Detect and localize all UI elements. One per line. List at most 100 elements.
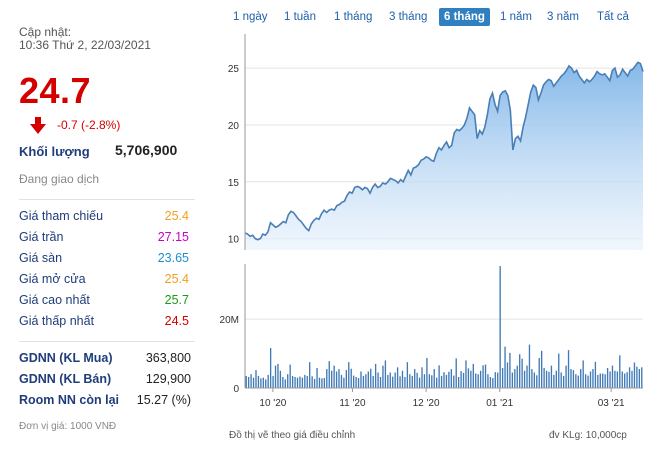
tab-1-week[interactable]: 1 tuần	[284, 11, 316, 23]
tab-3-years[interactable]: 3 năm	[547, 11, 579, 23]
volume-bar	[536, 375, 538, 388]
volume-bar	[423, 374, 426, 388]
volume-bar	[333, 365, 335, 388]
tab-1-year[interactable]: 1 năm	[500, 11, 532, 23]
foreign-row-value: 129,900	[145, 372, 191, 386]
volume-bar	[631, 370, 633, 388]
update-time: 10:36 Thứ 2, 22/03/2021	[19, 38, 151, 52]
volume-bar	[291, 375, 294, 388]
volume-bar	[257, 375, 260, 388]
volume-bar	[372, 375, 374, 388]
tab-1-day[interactable]: 1 ngày	[233, 11, 268, 23]
trading-status: Đang giao dịch	[19, 172, 100, 186]
price-row-open: Giá mở cửa 25.4	[19, 272, 195, 292]
volume-bar	[492, 378, 494, 388]
tab-6-months[interactable]: 6 tháng	[439, 8, 490, 26]
volume-bar	[572, 370, 575, 388]
volume-bar	[443, 372, 445, 388]
price-change: -0.7 (-2.8%)	[57, 118, 121, 132]
volume-bar	[269, 348, 272, 388]
volume-bar	[296, 377, 299, 388]
volume-bar	[313, 379, 316, 388]
volume-bar	[489, 376, 492, 388]
volume-bar	[340, 374, 343, 388]
price-area-fill	[245, 62, 643, 250]
volume-bar	[487, 374, 489, 388]
price-row-value: 25.4	[164, 272, 189, 286]
price-row-ceiling: Giá trần 27.15	[19, 230, 195, 250]
volume-bar	[426, 358, 428, 388]
price-row-label: Giá thấp nhất	[19, 314, 95, 328]
volume-bar	[414, 369, 416, 388]
volume-bar	[465, 360, 467, 388]
volume-bar	[350, 368, 352, 388]
tab-all[interactable]: Tất cả	[597, 11, 629, 23]
volume-bar	[409, 374, 411, 388]
volume-bar	[377, 372, 379, 388]
volume-bar	[311, 376, 313, 388]
volume-bar	[260, 378, 262, 388]
volume-bar	[548, 371, 550, 388]
price-tick-label: 25	[228, 64, 240, 75]
volume-bar	[604, 374, 606, 388]
x-tick-label: 10 '20	[259, 398, 286, 409]
price-row-label: Giá sàn	[19, 251, 63, 265]
volume-bar	[326, 369, 328, 388]
volume-bar	[611, 365, 614, 388]
volume-bar	[543, 368, 545, 388]
volume-bar	[638, 369, 641, 388]
price-row-low: Giá thấp nhất 24.5	[19, 314, 195, 334]
volume-bar	[394, 372, 396, 388]
volume-bar	[528, 344, 531, 388]
volume-bar	[365, 374, 367, 388]
volume-bar	[360, 371, 362, 388]
volume-bar	[460, 371, 462, 388]
volume-bar	[511, 372, 514, 388]
volume-bar	[641, 367, 643, 388]
volume-bar	[582, 360, 584, 388]
volume-bar	[323, 378, 326, 388]
volume-bar	[545, 370, 548, 388]
volume-bar	[457, 376, 460, 388]
volume-tick-label: 20M	[220, 315, 239, 326]
volume-bar	[597, 374, 599, 388]
volume-bar	[406, 362, 409, 388]
stock-chart: 10 15 20 25 0 20M 10 '20 11 '20 12 '20 01 '21 03…	[220, 34, 644, 409]
volume-bar	[379, 376, 382, 388]
foreign-sell-row: GDNN (KL Bán) 129,900	[19, 372, 195, 392]
volume-bar	[636, 366, 638, 388]
volume-bar	[387, 374, 389, 388]
volume-bar	[550, 365, 553, 388]
price-row-label: Giá trần	[19, 230, 64, 244]
volume-bar	[602, 373, 604, 388]
price-y-axis: 10 15 20 25	[228, 34, 246, 250]
volume-bar	[484, 364, 487, 388]
unit-note: Đơn vị giá: 1000 VNĐ	[19, 421, 117, 432]
tab-1-month[interactable]: 1 tháng	[334, 11, 373, 23]
price-row-floor: Giá sàn 23.65	[19, 251, 195, 271]
volume-bar	[477, 374, 479, 388]
volume-bar	[355, 376, 357, 388]
x-axis: 10 '20 11 '20 12 '20 01 '21 03 '21	[259, 388, 625, 409]
volume-bar	[316, 368, 318, 388]
price-down-arrow-icon	[30, 117, 46, 134]
volume-bars	[245, 266, 643, 388]
volume-bar	[440, 375, 443, 388]
volume-bar	[626, 372, 628, 388]
volume-bar	[455, 358, 457, 388]
volume-bar	[252, 377, 255, 388]
volume-label: Khối lượng	[19, 144, 90, 159]
volume-bar	[306, 375, 308, 388]
price-row-reference: Giá tham chiếu 25.4	[19, 209, 195, 229]
volume-bar	[575, 374, 577, 388]
tab-3-months[interactable]: 3 tháng	[389, 11, 428, 23]
volume-bar	[421, 367, 423, 388]
volume-bar	[343, 377, 345, 388]
volume-bar	[362, 375, 365, 388]
current-price: 24.7	[19, 70, 92, 111]
price-row-value: 24.5	[164, 314, 189, 328]
volume-bar	[335, 371, 338, 388]
volume-bar	[348, 362, 350, 388]
volume-bar	[497, 372, 499, 388]
update-label: Cập nhật:	[19, 25, 72, 39]
